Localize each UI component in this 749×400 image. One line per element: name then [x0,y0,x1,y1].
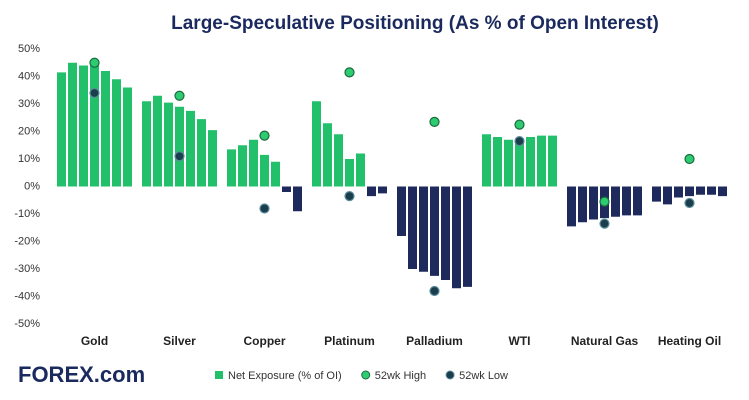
high-marker [174,90,185,101]
bar [515,138,524,187]
bar [589,186,598,220]
bar [482,134,491,187]
legend-swatch [361,370,371,380]
low-marker [429,285,440,297]
bar [164,102,173,187]
bar [441,186,450,280]
x-tick-label: Silver [163,334,196,348]
high-marker [599,196,610,207]
low-marker [599,218,610,229]
bar [68,62,77,187]
bar [419,186,428,272]
bar [175,106,184,187]
y-tick-label: 10% [18,153,40,165]
bar [707,186,716,195]
bar [90,62,99,187]
bar [260,154,269,187]
x-tick-label: Copper [244,334,286,348]
legend-label: 52wk Low [459,370,508,382]
low-marker [344,191,355,202]
low-marker [514,136,525,147]
high-marker [344,67,355,78]
bar [652,186,661,202]
bar [79,65,88,187]
bar [356,153,365,187]
bar [271,161,280,187]
bar [293,186,302,212]
y-tick-label: 30% [18,98,40,110]
y-tick-label: -20% [14,235,40,247]
bar [334,134,343,187]
bar [493,137,502,187]
bar [578,186,587,223]
high-marker [514,119,525,130]
y-tick-label: -30% [14,263,40,275]
bar [674,186,683,198]
bar [238,145,247,187]
bar [622,186,631,216]
bar [249,139,258,187]
bar [452,186,461,289]
y-tick-label: -40% [14,290,40,302]
bar [548,135,557,187]
bar [567,186,576,227]
bar [227,149,236,187]
bar [367,186,376,197]
bar [101,71,110,187]
bar [504,139,513,187]
high-marker [259,130,270,141]
low-marker [174,151,185,162]
bar [685,186,694,197]
bar [197,119,206,187]
low-marker [684,197,695,209]
bar [208,130,217,187]
bar [282,186,291,192]
low-marker [259,203,270,214]
bar [696,186,705,195]
bar [718,186,727,197]
bar [611,186,620,217]
x-tick-label: WTI [509,334,531,348]
bar [430,186,439,276]
bar [57,72,66,187]
bar [345,159,354,187]
y-tick-label: 40% [18,70,40,82]
legend-swatch [445,370,455,380]
x-tick-label: Heating Oil [658,334,721,348]
y-tick-label: -50% [14,318,40,330]
y-tick-label: 50% [18,43,40,55]
bar [123,87,132,187]
bar [153,95,162,187]
chart-title: Large-Speculative Positioning (As % of O… [171,13,659,34]
y-tick-label: 0% [24,180,40,192]
bar [323,123,332,187]
bar [663,186,672,205]
high-marker [89,57,100,68]
bar [186,110,195,187]
bar [408,186,417,269]
legend-label: Net Exposure (% of OI) [228,370,342,382]
bar [633,186,642,216]
low-marker [89,87,100,99]
bar [378,186,387,194]
x-tick-label: Natural Gas [571,334,639,348]
bar [112,79,121,187]
y-tick-label: 20% [18,125,40,137]
bar [142,101,151,187]
y-tick-label: -10% [14,208,40,220]
x-tick-label: Platinum [324,334,375,348]
bar [397,186,406,236]
legend-label: 52wk High [375,370,426,382]
legend-swatch [215,371,223,379]
x-tick-label: Gold [81,334,108,348]
bar [537,135,546,187]
bar [526,137,535,187]
x-tick-label: Palladium [406,334,463,348]
bar [312,101,321,187]
high-marker [684,153,695,165]
bar [463,186,472,287]
high-marker [429,116,440,127]
logo: FOREX.com [18,362,145,387]
